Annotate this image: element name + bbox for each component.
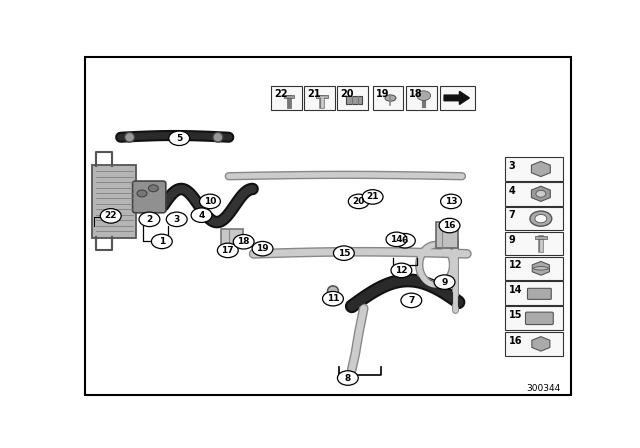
FancyBboxPatch shape xyxy=(504,257,563,280)
Circle shape xyxy=(333,246,355,260)
FancyBboxPatch shape xyxy=(346,96,362,104)
Text: 19: 19 xyxy=(256,244,269,253)
Text: 18: 18 xyxy=(409,89,422,99)
Circle shape xyxy=(394,233,415,248)
Text: 9: 9 xyxy=(442,278,448,287)
Circle shape xyxy=(139,212,160,227)
Text: 9: 9 xyxy=(509,235,515,245)
Polygon shape xyxy=(532,336,550,351)
FancyBboxPatch shape xyxy=(527,289,551,299)
Ellipse shape xyxy=(125,133,134,142)
Text: 5: 5 xyxy=(176,134,182,143)
Circle shape xyxy=(233,234,254,249)
Circle shape xyxy=(337,371,358,385)
Ellipse shape xyxy=(213,133,223,142)
FancyBboxPatch shape xyxy=(504,332,563,356)
Text: 14: 14 xyxy=(509,285,522,295)
Text: 21: 21 xyxy=(307,89,321,99)
Bar xyxy=(316,95,328,99)
Text: 18: 18 xyxy=(237,237,250,246)
Circle shape xyxy=(200,194,220,209)
Text: 12: 12 xyxy=(509,260,522,270)
FancyBboxPatch shape xyxy=(504,281,563,305)
Text: 300344: 300344 xyxy=(526,383,560,392)
Polygon shape xyxy=(531,186,550,202)
Circle shape xyxy=(535,215,547,223)
Circle shape xyxy=(440,194,461,209)
Circle shape xyxy=(348,194,369,209)
Circle shape xyxy=(530,211,552,226)
Bar xyxy=(284,95,294,98)
Text: 22: 22 xyxy=(104,211,117,220)
FancyBboxPatch shape xyxy=(406,86,436,110)
Circle shape xyxy=(417,91,431,100)
Circle shape xyxy=(386,232,407,246)
FancyBboxPatch shape xyxy=(504,232,563,255)
Circle shape xyxy=(362,190,383,204)
FancyBboxPatch shape xyxy=(132,181,166,213)
Ellipse shape xyxy=(385,95,396,101)
Circle shape xyxy=(391,263,412,278)
Circle shape xyxy=(401,293,422,308)
Polygon shape xyxy=(444,91,469,104)
Text: 4: 4 xyxy=(509,185,515,195)
Circle shape xyxy=(434,275,455,289)
Circle shape xyxy=(166,212,187,227)
Text: 3: 3 xyxy=(509,161,515,171)
Ellipse shape xyxy=(328,286,339,296)
FancyBboxPatch shape xyxy=(504,157,563,181)
Circle shape xyxy=(536,190,546,197)
Circle shape xyxy=(148,185,158,192)
Text: 14: 14 xyxy=(390,235,403,244)
Polygon shape xyxy=(221,229,243,246)
Text: 11: 11 xyxy=(326,294,339,303)
Ellipse shape xyxy=(533,267,548,270)
Text: 15: 15 xyxy=(509,310,522,320)
Text: 19: 19 xyxy=(376,89,389,99)
Text: 10: 10 xyxy=(204,197,216,206)
FancyBboxPatch shape xyxy=(504,182,563,206)
Text: 2: 2 xyxy=(147,215,152,224)
Text: 22: 22 xyxy=(274,89,287,99)
FancyBboxPatch shape xyxy=(337,86,368,110)
Text: 16: 16 xyxy=(444,221,456,230)
Circle shape xyxy=(323,292,344,306)
Polygon shape xyxy=(436,222,458,248)
FancyBboxPatch shape xyxy=(271,86,301,110)
Text: 17: 17 xyxy=(221,246,234,255)
Text: 16: 16 xyxy=(509,336,522,345)
Text: 15: 15 xyxy=(338,249,350,258)
Polygon shape xyxy=(531,161,550,177)
Circle shape xyxy=(100,209,121,223)
Text: 7: 7 xyxy=(408,296,415,305)
Text: 1: 1 xyxy=(159,237,165,246)
Text: 8: 8 xyxy=(345,374,351,383)
Polygon shape xyxy=(532,262,550,275)
FancyBboxPatch shape xyxy=(504,207,563,230)
Circle shape xyxy=(169,131,189,146)
Text: 20: 20 xyxy=(353,197,365,206)
Text: 21: 21 xyxy=(366,193,379,202)
Circle shape xyxy=(218,243,238,258)
Text: 7: 7 xyxy=(509,211,515,220)
FancyBboxPatch shape xyxy=(525,312,553,324)
Circle shape xyxy=(439,218,460,233)
Circle shape xyxy=(137,190,147,197)
Circle shape xyxy=(252,241,273,256)
Text: 3: 3 xyxy=(173,215,180,224)
FancyBboxPatch shape xyxy=(372,86,403,110)
FancyBboxPatch shape xyxy=(92,165,136,237)
Text: 20: 20 xyxy=(340,89,354,99)
Text: 6: 6 xyxy=(402,236,408,245)
Bar xyxy=(535,236,547,239)
Circle shape xyxy=(191,208,212,223)
Text: 4: 4 xyxy=(198,211,205,220)
Text: 12: 12 xyxy=(395,266,408,275)
FancyBboxPatch shape xyxy=(440,86,476,110)
Circle shape xyxy=(152,234,172,249)
FancyBboxPatch shape xyxy=(304,86,335,110)
Text: 13: 13 xyxy=(445,197,457,206)
FancyBboxPatch shape xyxy=(504,306,563,330)
